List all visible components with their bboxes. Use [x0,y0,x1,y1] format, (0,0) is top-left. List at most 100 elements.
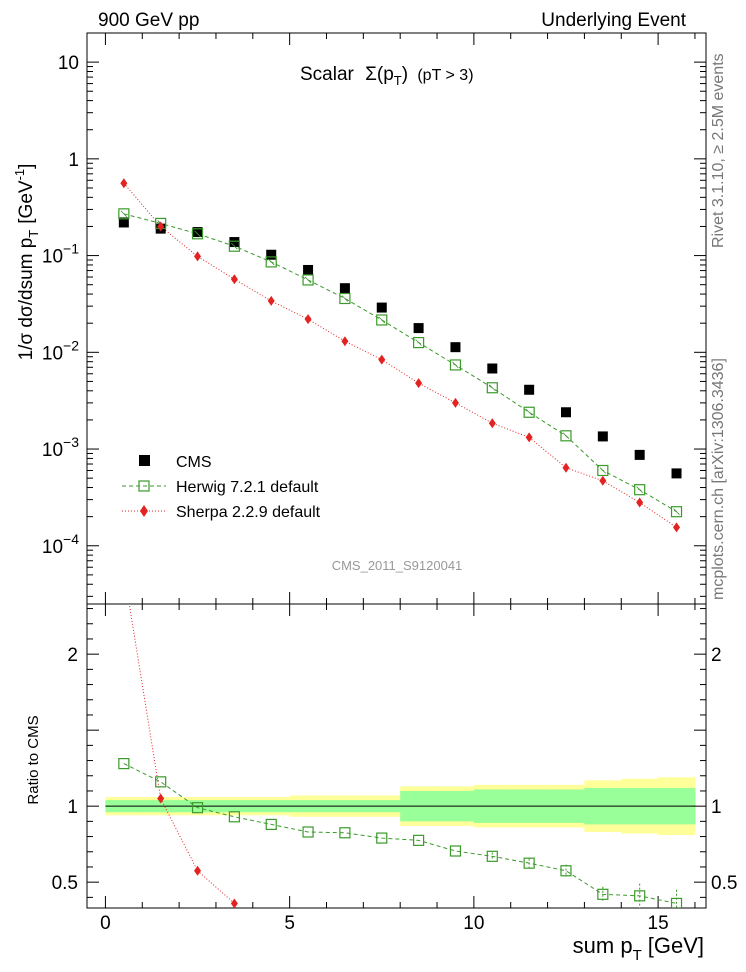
main-y-ticks: 10 1 10−1 10−2 10−3 10−4 [42,32,706,597]
herwig-line [123,213,677,513]
cms-point [303,264,314,275]
analysis-watermark: CMS_2011_S9120041 [332,558,463,573]
main-plot: Scalar Σ(pT) (pT > 3) CMS_2011_S9120041 … [12,64,474,573]
herwig-point [339,292,351,305]
x-tick-label: 0 [100,913,111,934]
main-title: Scalar Σ(pT) (pT > 3) [300,64,474,88]
sherpa-point [157,221,165,232]
cms-point [376,302,387,313]
cms-point [339,283,350,294]
rivet-label: Rivet 3.1.10, ≥ 2.5M events [710,53,727,248]
herwig-ratio-point [486,850,498,862]
herwig-point-mark [562,432,570,440]
sherpa-point [230,274,238,285]
cms-point [266,249,277,260]
herwig-point-mark [267,258,275,266]
herwig-point-mark [636,486,643,493]
y-tick-label: 1 [68,150,79,171]
herwig-ratio-point [560,865,572,877]
legend-marker-herwig [138,480,150,492]
herwig-point [523,406,535,418]
sherpa-point [194,251,202,262]
sherpa-point [451,397,459,408]
ratio-y-ticks: 2 2 1 1 0.5 0.5 [52,608,737,898]
cms-point [524,384,535,395]
sherpa-point [267,295,275,306]
energy-label: 900 GeV pp [98,10,199,31]
herwig-point-mark [194,230,201,238]
herwig-point-mark [378,316,386,324]
herwig-point [191,228,204,240]
ratio-ylabel: Ratio to CMS [25,715,42,804]
cms-point [487,363,498,374]
x-tick-label: 10 [463,913,484,934]
herwig-ratio-point [376,832,388,844]
y-tick-label: 10−2 [42,337,79,364]
sherpa-ratio-point [230,898,238,908]
herwig-point [670,506,683,518]
legend-marker-sherpa [140,505,148,517]
herwig-point [118,208,130,220]
sherpa-ratio-point [194,865,202,876]
herwig-point [413,336,425,349]
sherpa-point [378,354,386,365]
herwig-point-mark [120,210,128,218]
x-ticks: 0 5 10 15 [100,33,696,934]
y-tick-label: 10−4 [42,531,79,558]
legend-label-sherpa: Sherpa 2.2.9 default [176,504,321,521]
herwig-point [228,240,240,252]
herwig-ratio-point [523,857,535,869]
herwig-point-mark [599,467,607,474]
herwig-point [634,484,646,496]
sherpa-ratio-point [120,566,127,576]
ratio-xlabel: sum pT [GeV] [573,933,704,964]
sherpa-point [304,314,312,325]
y-tick-label: 10 [58,53,79,74]
ratio-bands [105,777,696,836]
herwig-point-mark [452,361,459,369]
cms-point [413,323,424,334]
legend-label-cms: CMS [176,454,212,471]
herwig-ratio-point [413,834,425,846]
herwig-point-mark [673,508,680,515]
y-tick-label-right: 2 [711,645,722,666]
sherpa-ratio-line [128,604,235,904]
cms-point [671,468,682,479]
herwig-ratio-point [118,757,130,770]
ratio-frame [86,603,707,909]
sherpa-line [123,182,677,528]
sherpa-point [599,475,607,486]
main-series [118,178,683,533]
sherpa-point [636,497,644,508]
herwig-point [597,464,609,477]
herwig-ratio-point [449,845,462,857]
y-tick-label: 1 [67,797,78,818]
sherpa-point [488,418,496,429]
sherpa-point [415,378,423,389]
cms-point [192,227,203,238]
y-tick-label: 10−1 [42,241,79,268]
herwig-ratio-point [670,897,683,908]
herwig-point-mark [415,339,422,346]
sherpa-point [120,178,128,189]
legend-marker-cms [139,455,150,466]
y-tick-label: 2 [67,645,78,666]
herwig-ratio-point [302,826,314,838]
x-tick-label: 5 [284,913,295,934]
legend: CMS Herwig 7.2.1 default Sherpa 2.2.9 de… [122,454,321,521]
cms-point [229,237,240,248]
ratio-series [118,566,683,908]
herwig-ratio-point [191,802,204,814]
cms-point [560,407,571,418]
cms-point [118,217,129,228]
herwig-point [560,430,572,442]
herwig-point-mark [525,408,533,416]
sherpa-point [673,522,681,533]
y-tick-label-right: 1 [711,797,722,818]
y-tick-label-right: 0.5 [711,873,737,894]
herwig-point-mark [231,242,238,250]
y-tick-label: 0.5 [52,873,78,894]
x-tick-label: 15 [648,913,669,934]
herwig-point [376,314,388,326]
